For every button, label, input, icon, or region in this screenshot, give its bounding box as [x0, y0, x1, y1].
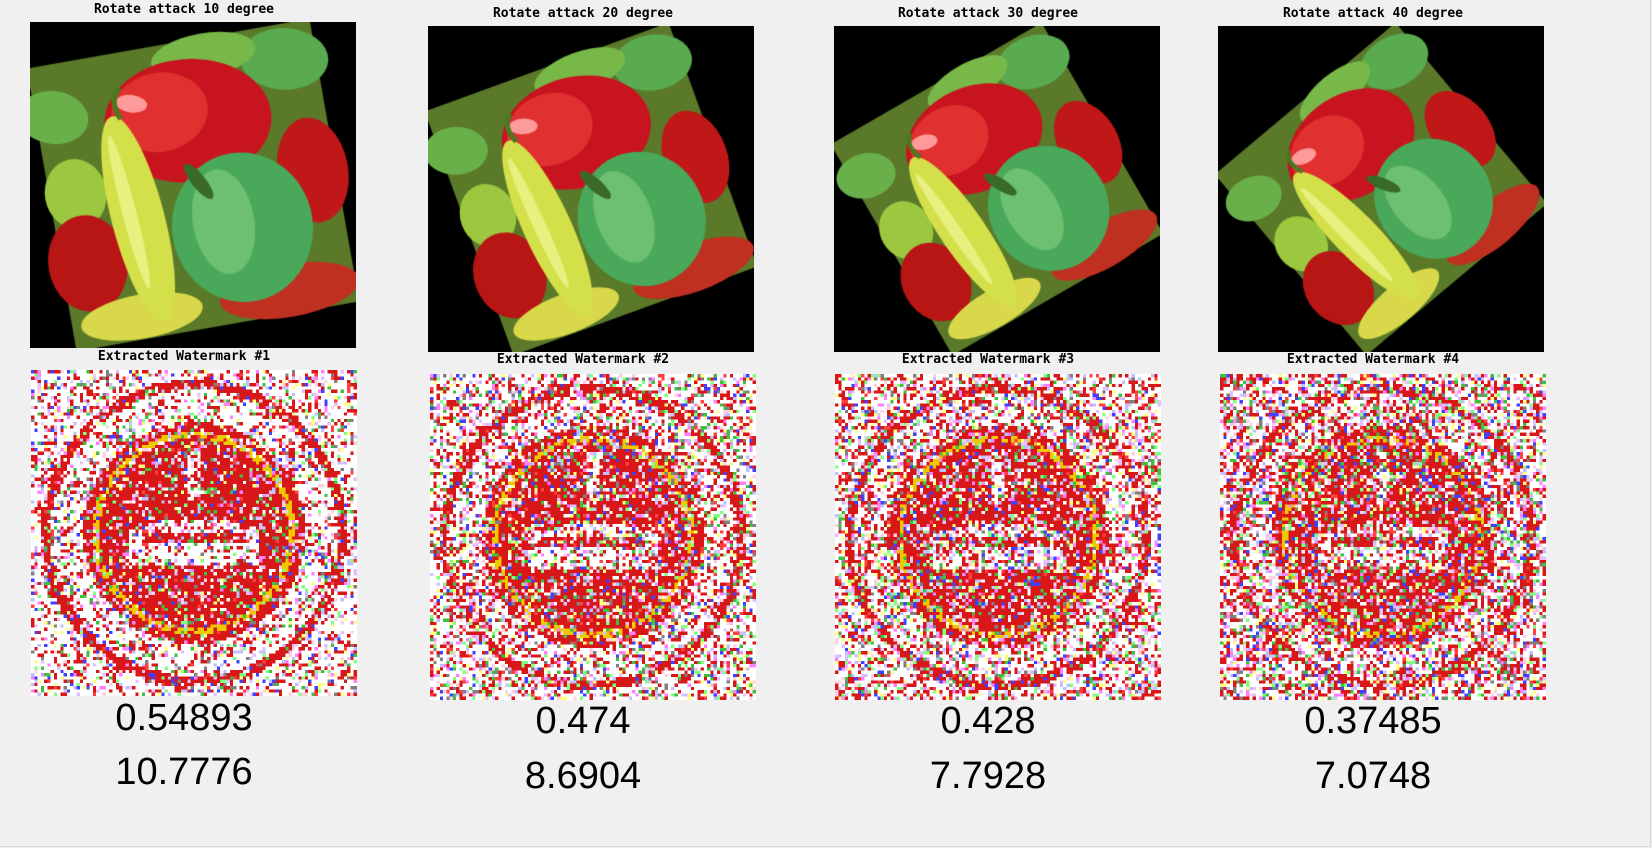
psnr-value-2: 8.6904: [524, 755, 642, 797]
watermark-title-1: Extracted Watermark #1: [97, 349, 271, 364]
peppers-canvas-3: [834, 26, 1160, 352]
correlation-value-1: 0.54893: [115, 697, 253, 739]
rotated-peppers-image-4: [1218, 26, 1544, 352]
extracted-watermark-image-2: [430, 374, 756, 700]
attack-title-1: Rotate attack 10 degree: [93, 2, 274, 17]
psnr-value-4: 7.0748: [1314, 755, 1432, 797]
correlation-value-3: 0.428: [940, 700, 1036, 742]
rotated-peppers-image-3: [834, 26, 1160, 352]
extracted-watermark-image-1: [31, 370, 357, 696]
peppers-canvas-2: [428, 26, 754, 352]
attack-title-2: Rotate attack 20 degree: [492, 6, 673, 21]
watermark-title-2: Extracted Watermark #2: [496, 352, 670, 367]
extracted-watermark-image-3: [835, 374, 1161, 700]
attack-title-3: Rotate attack 30 degree: [897, 6, 1078, 21]
peppers-canvas-4: [1218, 26, 1544, 352]
correlation-value-2: 0.474: [535, 700, 631, 742]
attack-title-4: Rotate attack 40 degree: [1282, 6, 1463, 21]
correlation-value-4: 0.37485: [1304, 700, 1442, 742]
rotated-peppers-image-2: [428, 26, 754, 352]
extracted-watermark-image-4: [1220, 374, 1546, 700]
psnr-value-1: 10.7776: [115, 751, 253, 793]
peppers-canvas-1: [30, 22, 356, 348]
psnr-value-3: 7.7928: [929, 755, 1047, 797]
watermark-title-3: Extracted Watermark #3: [901, 352, 1075, 367]
rotated-peppers-image-1: [30, 22, 356, 348]
watermark-title-4: Extracted Watermark #4: [1286, 352, 1460, 367]
